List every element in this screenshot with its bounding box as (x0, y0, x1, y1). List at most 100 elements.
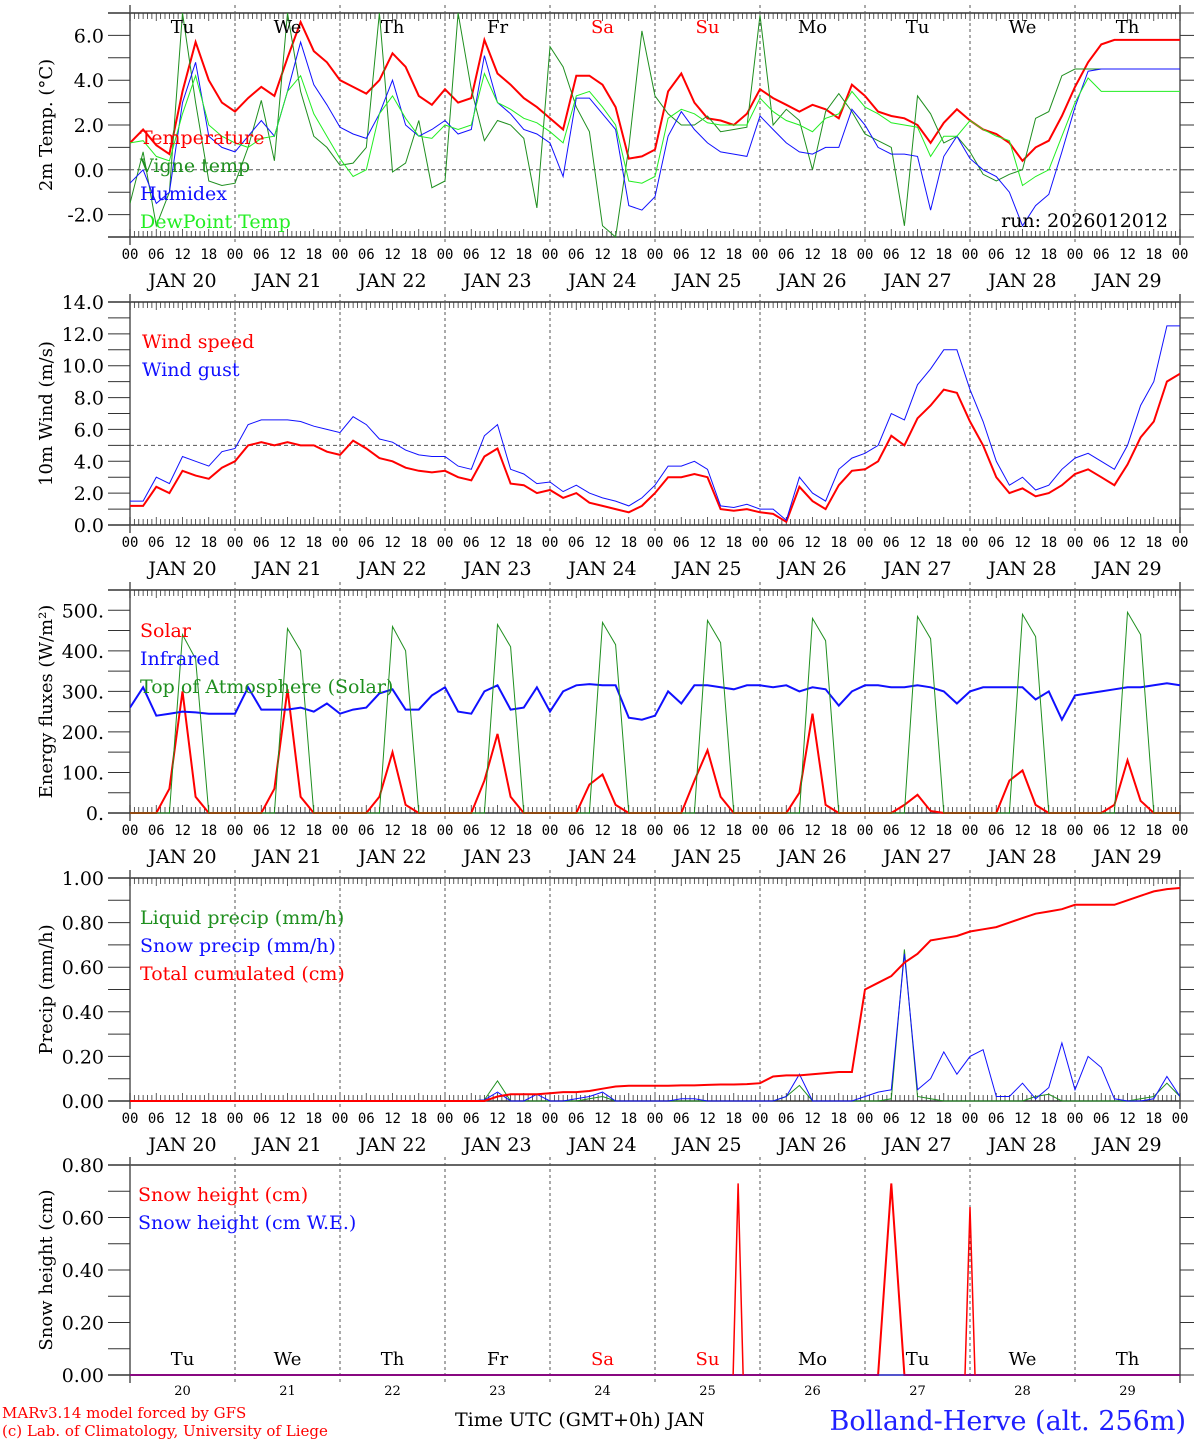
y-tick-label: 0.0 (74, 515, 104, 537)
y-tick-label: -2.0 (67, 205, 104, 227)
x-hour-label: 12 (804, 535, 821, 551)
series-line-total-cumulated-cm- (130, 887, 1180, 1102)
x-day-label: JAN 25 (671, 846, 741, 868)
panel-temperature: -2.0 0.0 2.0 4.0 6.0 2m Temp. (°C) Temperature… (36, 5, 1194, 292)
x-hour-label: 18 (1040, 247, 1057, 263)
y-axis-label: 2m Temp. (°C) (36, 59, 57, 191)
x-day-label: JAN 25 (671, 558, 741, 580)
legend-item: Snow height (cm W.E.) (138, 1212, 356, 1234)
x-hour-label: 00 (542, 823, 559, 839)
x-day-number: 21 (279, 1384, 296, 1399)
x-day-label: JAN 22 (356, 270, 426, 292)
x-hour-label: 00 (227, 1111, 244, 1127)
x-hour-label: 18 (305, 535, 322, 551)
x-day-label: JAN 28 (986, 846, 1056, 868)
x-hour-label: 00 (1172, 1111, 1189, 1127)
x-day-label: JAN 23 (461, 558, 531, 580)
x-hour-label: 18 (1040, 1111, 1057, 1127)
x-hour-label: 12 (1014, 823, 1031, 839)
x-hour-label: 00 (122, 535, 139, 551)
x-hour-label: 12 (384, 1111, 401, 1127)
x-hour-label: 18 (725, 247, 742, 263)
x-hour-label: 12 (909, 823, 926, 839)
y-tick-label: 0.40 (62, 1002, 104, 1024)
x-hour-label: 12 (384, 247, 401, 263)
x-hour-label: 12 (174, 247, 191, 263)
x-hour-label: 12 (594, 247, 611, 263)
legend-item: Snow precip (mm/h) (140, 935, 336, 957)
weekday-label: Tu (171, 1349, 195, 1370)
weekday-label: We (1009, 17, 1037, 38)
x-hour-label: 00 (752, 823, 769, 839)
x-hour-label: 18 (200, 1111, 217, 1127)
y-axis-label: Snow height (cm) (36, 1189, 57, 1350)
x-hour-label: 18 (515, 535, 532, 551)
x-hour-label: 06 (1093, 1111, 1110, 1127)
y-tick-label: 2.0 (74, 115, 104, 137)
weekday-label: Mo (798, 17, 827, 38)
y-tick-label: 0.20 (62, 1313, 104, 1335)
model-credit: MARv3.14 model forced by GFS (2, 1404, 246, 1422)
weekday-label: We (274, 17, 302, 38)
x-hour-label: 06 (673, 1111, 690, 1127)
x-hour-label: 18 (620, 823, 637, 839)
x-hour-label: 18 (200, 535, 217, 551)
y-tick-label: 4.0 (74, 70, 104, 92)
x-hour-label: 00 (647, 247, 664, 263)
x-hour-label: 00 (1067, 535, 1084, 551)
x-day-label: JAN 26 (776, 270, 846, 292)
x-hour-label: 06 (568, 823, 585, 839)
x-hour-label: 06 (1093, 535, 1110, 551)
station-title: Bolland-Herve (alt. 256m) (830, 1406, 1186, 1437)
series-line-vigne-temp (130, 13, 1180, 238)
x-hour-label: 12 (384, 535, 401, 551)
x-hour-label: 12 (279, 247, 296, 263)
x-hour-label: 00 (1172, 247, 1189, 263)
x-hour-label: 18 (1040, 823, 1057, 839)
weekday-label: Su (696, 1349, 720, 1370)
x-hour-label: 00 (122, 247, 139, 263)
x-hour-label: 18 (830, 823, 847, 839)
x-hour-label: 00 (647, 1111, 664, 1127)
x-hour-label: 06 (148, 247, 165, 263)
x-day-label: JAN 22 (356, 1134, 426, 1156)
panel-wind: 0.0 2.0 4.0 6.0 8.0 10.0 12.0 14.0 10m Wind (m/s… (36, 292, 1194, 580)
x-hour-label: 06 (253, 535, 270, 551)
x-hour-label: 06 (253, 823, 270, 839)
legend-item: DewPoint Temp (140, 211, 291, 233)
x-day-label: JAN 21 (251, 846, 321, 868)
x-hour-label: 00 (1172, 535, 1189, 551)
x-hour-label: 00 (437, 823, 454, 839)
x-hour-label: 00 (227, 823, 244, 839)
x-hour-label: 00 (752, 247, 769, 263)
legend-item: Humidex (140, 183, 227, 205)
legend-item: Wind speed (142, 331, 254, 353)
snow-peak (732, 1183, 744, 1376)
x-hour-label: 06 (1093, 823, 1110, 839)
x-hour-label: 00 (857, 1111, 874, 1127)
x-day-label: JAN 29 (1091, 558, 1161, 580)
x-day-label: JAN 21 (251, 558, 321, 580)
x-day-number: 24 (594, 1384, 611, 1399)
y-tick-label: 300. (62, 681, 104, 703)
weekday-label: We (274, 1349, 302, 1370)
weekday-label: Th (1116, 17, 1140, 38)
x-hour-label: 06 (673, 823, 690, 839)
weekday-label: Tu (906, 17, 930, 38)
x-hour-label: 00 (227, 535, 244, 551)
x-hour-label: 00 (1067, 823, 1084, 839)
x-hour-label: 06 (148, 823, 165, 839)
y-tick-label: 200. (62, 722, 104, 744)
x-day-label: JAN 25 (671, 270, 741, 292)
x-hour-label: 06 (988, 247, 1005, 263)
x-day-label: JAN 27 (881, 1134, 951, 1156)
y-tick-label: 0.80 (62, 913, 104, 935)
y-tick-label: 500. (62, 600, 104, 622)
panel-energy: 0. 100. 200. 300. 400. 500.Energy fluxes (W/m… (36, 582, 1194, 868)
x-hour-label: 06 (358, 1111, 375, 1127)
x-day-label: JAN 25 (671, 1134, 741, 1156)
legend-item: Wind gust (142, 359, 240, 381)
x-day-label: JAN 20 (146, 270, 216, 292)
x-hour-label: 18 (305, 247, 322, 263)
x-day-label: JAN 29 (1091, 1134, 1161, 1156)
